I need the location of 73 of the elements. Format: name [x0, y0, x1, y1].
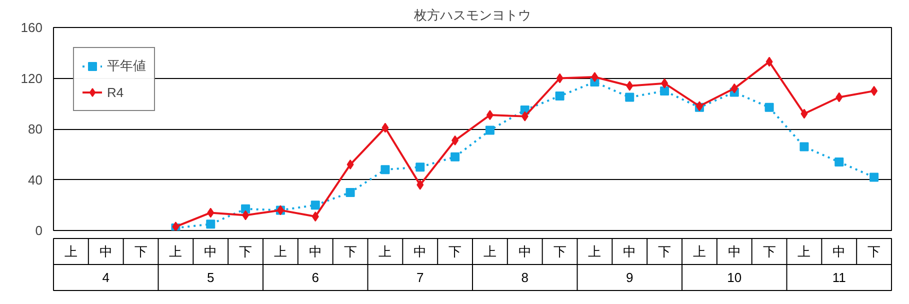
- x-tick-label: 上: [588, 244, 602, 259]
- x-tick-label: 中: [99, 244, 112, 259]
- x-tick-label: 中: [832, 244, 846, 259]
- y-tick-label: 0: [35, 223, 43, 238]
- point: [207, 208, 214, 218]
- point: [416, 180, 424, 190]
- x-tick-label: 上: [64, 244, 78, 259]
- x-tick-label: 下: [868, 244, 881, 259]
- point: [661, 78, 668, 88]
- x-tick-label: 上: [483, 244, 496, 259]
- text: 10: [727, 270, 742, 285]
- x-tick-label: 中: [414, 244, 427, 259]
- x-tick-label: 上: [169, 244, 182, 259]
- point: [730, 83, 738, 94]
- text: 9: [626, 270, 634, 285]
- point: [452, 135, 459, 146]
- x-tick-label: 下: [658, 244, 672, 259]
- point: [450, 152, 460, 162]
- point: [485, 126, 494, 135]
- x-tick-label: 下: [448, 244, 462, 259]
- x-tick-label: 下: [553, 244, 566, 259]
- x-tick-label: 上: [692, 244, 706, 259]
- x-tick-label: 下: [762, 244, 776, 259]
- text: 4: [102, 270, 110, 285]
- point: [836, 92, 843, 102]
- point: [242, 210, 250, 220]
- point: [800, 108, 808, 119]
- point: [310, 200, 320, 210]
- x-tick-label: 中: [623, 244, 636, 259]
- point: [382, 122, 389, 133]
- x-tick-label: 中: [518, 244, 532, 259]
- point: [416, 162, 425, 172]
- point: [626, 80, 634, 91]
- point: [241, 204, 250, 214]
- text: 6: [312, 270, 319, 285]
- point: [625, 92, 634, 102]
- x-tick-label: 中: [204, 244, 218, 259]
- point: [870, 172, 879, 182]
- y-tick-label: 80: [28, 122, 43, 136]
- point: [346, 160, 354, 170]
- y-tick-label: 160: [20, 20, 43, 35]
- x-tick-label: 中: [728, 244, 741, 259]
- point: [870, 86, 878, 96]
- x-tick-label: 下: [239, 244, 252, 259]
- point: [521, 111, 528, 122]
- point: [800, 142, 809, 152]
- x-tick-label: 上: [798, 244, 811, 259]
- point: [380, 165, 390, 174]
- x-tick-label: 上: [378, 244, 392, 259]
- point: [555, 92, 564, 101]
- point: [486, 110, 494, 120]
- text: 11: [832, 270, 846, 285]
- x-tick-label: 中: [308, 244, 322, 259]
- point: [312, 212, 319, 222]
- chart-title: 枚方ハスモンヨトウ: [413, 8, 531, 22]
- point: [834, 157, 844, 166]
- point: [591, 72, 598, 82]
- point: [766, 56, 773, 67]
- x-tick-label: 下: [134, 244, 148, 259]
- x-tick-label: 下: [344, 244, 357, 259]
- point: [556, 73, 564, 84]
- point: [660, 86, 670, 96]
- x-tick-label: 上: [274, 244, 287, 259]
- legend-label: R4: [107, 84, 125, 100]
- text: 5: [207, 270, 214, 285]
- point: [206, 220, 216, 229]
- point: [346, 188, 355, 197]
- y-tick-label: 120: [20, 70, 43, 86]
- legend-label: 平年値: [107, 57, 146, 75]
- y-tick-label: 40: [28, 172, 43, 188]
- point: [764, 102, 774, 112]
- text: 7: [416, 270, 424, 285]
- text: 8: [521, 270, 528, 285]
